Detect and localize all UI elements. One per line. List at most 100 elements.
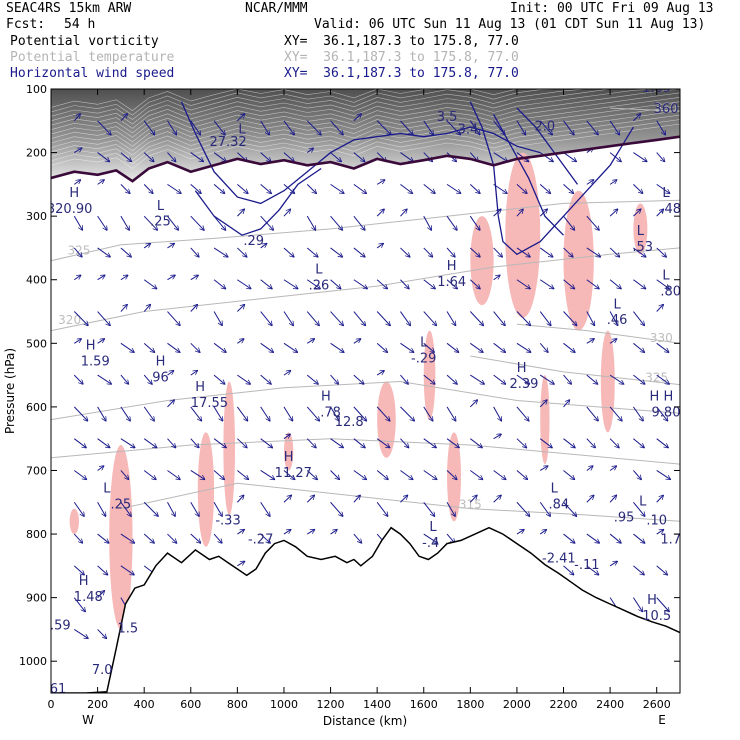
wind-vector (609, 311, 618, 326)
wind-vector (516, 209, 523, 217)
extrema-label: 10.5 (642, 609, 671, 624)
field-wind-xy: XY= 36.1,187.3 to 175.8, 77.0 (284, 66, 519, 81)
wind-vector (306, 279, 320, 289)
wind-vector (493, 406, 502, 421)
wind-vector (143, 215, 157, 230)
wind-vector (73, 311, 88, 326)
wind-vector (493, 434, 502, 440)
x-tick-label: 1200 (317, 698, 345, 711)
extrema-label: .46 (607, 313, 628, 328)
wind-speed-contour (180, 101, 541, 205)
wind-vector (73, 215, 82, 230)
wind-vector (74, 470, 86, 479)
y-tick-label: 300 (26, 210, 47, 223)
wind-vector (423, 183, 435, 193)
wind-vector (237, 209, 244, 217)
wind-vector (283, 530, 291, 535)
wind-vector (283, 311, 293, 326)
wind-vector (283, 495, 291, 503)
wind-vector (190, 275, 199, 281)
extrema-label: .25 (111, 498, 132, 513)
theta-contour (610, 107, 680, 112)
wind-vector (609, 209, 618, 217)
wind-vector (539, 279, 554, 289)
wind-vector (563, 120, 574, 135)
wind-vector (237, 438, 247, 448)
wind-vector (353, 152, 365, 162)
wind-vector (167, 470, 180, 479)
wind-vector (283, 120, 294, 135)
wind-vector (656, 209, 664, 217)
wind-vector (190, 120, 201, 135)
wind-vector (446, 247, 455, 257)
wind-vector (237, 561, 244, 567)
tropopause-layer (51, 135, 680, 183)
wind-vector (633, 438, 644, 448)
extrema-label: -.11 (574, 558, 599, 573)
extrema-label: 12.8 (335, 415, 364, 430)
wind-vector (656, 530, 664, 535)
wind-vector (609, 495, 616, 503)
wind-vector (213, 279, 225, 289)
wind-vector (97, 275, 105, 281)
extrema-label: 96 (152, 370, 169, 385)
wind-vector (493, 275, 500, 281)
strat-theta-line (51, 92, 680, 138)
strat-theta-line (51, 89, 680, 129)
wind-vector (237, 305, 244, 312)
wind-vector (376, 279, 387, 289)
wind-vector (563, 501, 577, 516)
wind-vector (330, 120, 344, 135)
wind-vector (120, 152, 132, 162)
field-wind-name: Horizontal wind speed (10, 66, 175, 81)
wind-vector (306, 406, 319, 421)
wind-vector (609, 279, 621, 289)
extrema-label: L (639, 494, 647, 509)
wind-vector (493, 311, 505, 326)
model-title: SEAC4RS 15km ARW (6, 1, 132, 16)
wind-vector (167, 371, 173, 376)
wind-vector (539, 400, 547, 408)
y-tick-label: 900 (26, 592, 47, 605)
wind-vector (330, 374, 339, 384)
wind-vector (353, 311, 366, 326)
strat-theta-line (51, 97, 680, 143)
wind-vector (190, 470, 205, 479)
pv-anomaly (69, 508, 79, 535)
extrema-label: L (103, 482, 111, 497)
extrema-label: .53 (632, 240, 653, 255)
x-tick-label: 1600 (410, 698, 438, 711)
wind-speed-contour (194, 167, 322, 236)
wind-vector (586, 311, 595, 326)
wind-vector (143, 406, 154, 421)
wind-vector (97, 339, 105, 344)
wind-vector (539, 466, 548, 471)
wind-vector (167, 243, 174, 249)
wind-vector (539, 183, 550, 193)
extrema-label: H (647, 593, 657, 608)
x-tick-label: 0 (48, 698, 55, 711)
wind-vector (446, 311, 456, 326)
wind-vector (260, 438, 273, 448)
wind-vector (306, 311, 319, 326)
extrema-label: H (447, 259, 457, 274)
y-tick-label: 100 (26, 83, 47, 96)
wind-vector (190, 342, 200, 352)
wind-speed-contour (516, 107, 579, 185)
wind-vector (469, 279, 480, 289)
wind-vector (73, 501, 84, 516)
wind-vector (97, 180, 105, 185)
wind-vector (120, 501, 131, 516)
wind-vector (656, 120, 666, 135)
terrain-layer (51, 526, 680, 693)
wind-vector (446, 215, 457, 230)
wind-vector (283, 183, 295, 193)
wind-vector (213, 502, 222, 516)
wind-vector (213, 342, 226, 352)
extrema-label: .29 (243, 234, 264, 249)
wind-vector (469, 247, 480, 257)
wind-vector (167, 533, 176, 543)
wind-vector (423, 279, 435, 289)
wind-vector (73, 374, 83, 384)
wind-vector (353, 114, 361, 122)
